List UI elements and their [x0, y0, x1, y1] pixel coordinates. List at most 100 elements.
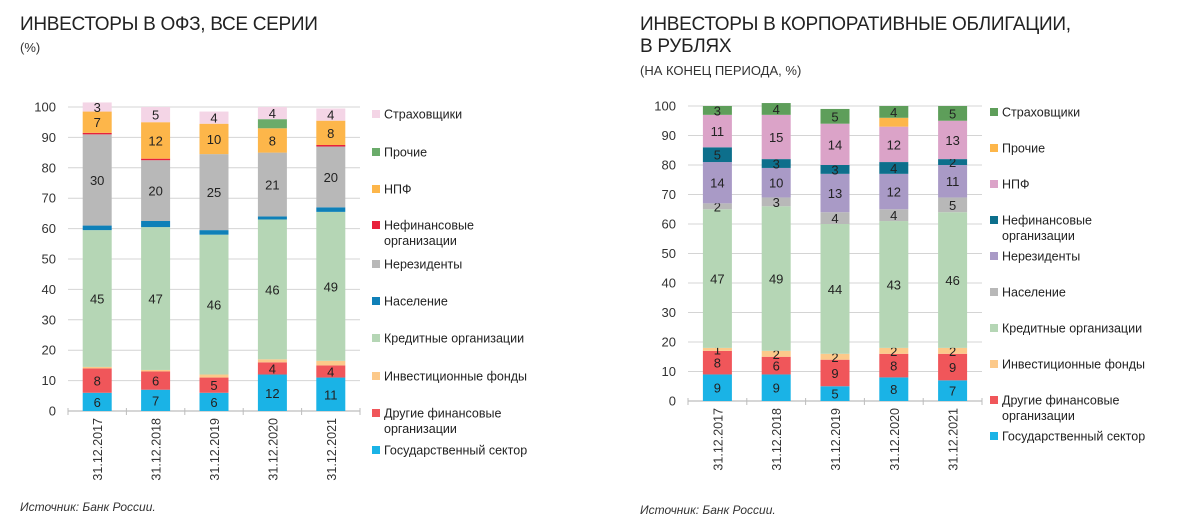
left-bar-segment	[82, 102, 112, 112]
left-bar-label: 4	[269, 106, 276, 121]
left-bar-segment	[316, 211, 346, 361]
right-bar-label: 4	[773, 102, 780, 117]
left-bar-label: 20	[148, 184, 162, 199]
left-y-tick-label: 10	[42, 373, 56, 388]
right-bar-segment	[938, 197, 968, 213]
left-bar-segment	[316, 145, 346, 147]
left-y-tick-label: 0	[49, 404, 56, 419]
left-bar-segment	[257, 216, 287, 220]
left-x-tick-label: 31.12.2017	[91, 418, 105, 481]
right-bar-segment	[761, 167, 791, 198]
right-bar-label: 8	[890, 359, 897, 374]
right-bar-label: 12	[887, 137, 901, 152]
right-legend-label: НПФ	[1002, 178, 1030, 192]
left-bar-segment	[141, 158, 171, 161]
left-legend-label: Нерезиденты	[384, 258, 462, 272]
left-bar-segment	[316, 377, 346, 411]
right-chart-subtitle: (НА КОНЕЦ ПЕРИОДА, %)	[640, 63, 802, 78]
right-bar-label: 5	[831, 109, 838, 124]
right-bar-segment	[938, 380, 968, 401]
left-bar-label: 6	[94, 395, 101, 410]
right-legend-label: Нерезиденты	[1002, 250, 1080, 264]
right-legend-swatch	[990, 216, 998, 224]
right-bar-label: 2	[949, 344, 956, 359]
left-bar-segment	[257, 107, 287, 120]
right-bar-segment	[761, 350, 791, 357]
left-legend-swatch	[372, 260, 380, 268]
left-bar-label: 4	[327, 364, 334, 379]
right-bar-segment	[820, 123, 850, 165]
right-y-tick-label: 100	[654, 99, 676, 114]
right-legend-label: Страховщики	[1002, 106, 1080, 120]
left-bar-label: 49	[324, 279, 338, 294]
right-bar-segment	[938, 159, 968, 165]
left-bar-segment	[82, 111, 112, 133]
right-y-tick-label: 50	[662, 246, 676, 261]
left-legend-swatch	[372, 446, 380, 454]
left-bar-segment	[316, 108, 346, 121]
right-bar-label: 9	[773, 381, 780, 396]
left-bar-segment	[82, 230, 112, 367]
right-bar-segment	[879, 221, 909, 348]
left-bar-segment	[257, 152, 287, 217]
right-bar-segment	[702, 347, 732, 351]
right-bar-label: 4	[831, 211, 838, 226]
right-bar-label: 14	[710, 176, 724, 191]
right-legend-swatch	[990, 144, 998, 152]
left-bar-segment	[141, 107, 171, 123]
left-bar-segment	[199, 392, 229, 411]
left-bar-segment	[257, 219, 287, 360]
right-x-tick-label: 31.12.2020	[888, 408, 902, 471]
right-bar-label: 9	[949, 360, 956, 375]
left-bar-label: 45	[90, 292, 104, 307]
right-bar-segment	[879, 126, 909, 163]
right-bar-label: 49	[769, 272, 783, 287]
right-bar-segment	[938, 165, 968, 198]
right-bar-label: 3	[714, 103, 721, 118]
right-bar-label: 5	[831, 387, 838, 402]
left-bar-label: 8	[327, 126, 334, 141]
right-bar-label: 43	[887, 277, 901, 292]
right-bar-segment	[761, 356, 791, 375]
left-legend-label: Кредитные организации	[384, 332, 524, 346]
left-bar-label: 21	[265, 178, 279, 193]
right-legend-swatch	[990, 324, 998, 332]
right-legend-swatch	[990, 432, 998, 440]
left-bar-segment	[141, 221, 171, 228]
right-bar-segment	[879, 162, 909, 174]
left-bar-segment	[257, 128, 287, 153]
left-bar-label: 8	[269, 133, 276, 148]
right-bar-label: 47	[710, 272, 724, 287]
right-bar-segment	[820, 386, 850, 401]
right-legend-swatch	[990, 180, 998, 188]
right-legend-swatch	[990, 396, 998, 404]
right-x-tick-label: 31.12.2021	[947, 408, 961, 471]
left-bar-segment	[199, 154, 229, 231]
right-bar-segment	[820, 173, 850, 213]
left-bar-label: 25	[207, 185, 221, 200]
left-chart-subtitle: (%)	[20, 40, 41, 55]
right-bar-segment	[702, 374, 732, 401]
right-legend-swatch	[990, 360, 998, 368]
right-bar-segment	[820, 212, 850, 224]
right-legend-swatch	[990, 108, 998, 116]
right-y-tick-label: 60	[662, 217, 676, 232]
right-bar-label: 8	[890, 382, 897, 397]
left-x-tick-label: 31.12.2020	[266, 418, 280, 481]
left-bar-segment	[141, 371, 171, 390]
right-bar-label: 2	[773, 347, 780, 362]
right-bar-label: 1	[714, 342, 721, 357]
right-y-tick-label: 10	[662, 364, 676, 379]
left-bar-label: 11	[324, 387, 338, 402]
left-bar-segment	[141, 122, 171, 159]
right-y-tick-label: 90	[662, 128, 676, 143]
right-bar-label: 6	[773, 359, 780, 374]
left-bar-segment	[316, 207, 346, 212]
left-bar-segment	[82, 392, 112, 411]
left-bar-segment	[141, 160, 171, 221]
right-bar-label: 5	[714, 148, 721, 163]
left-bar-label: 46	[265, 282, 279, 297]
left-legend-swatch	[372, 148, 380, 156]
right-bar-segment	[879, 106, 909, 118]
left-bar-segment	[199, 230, 229, 235]
